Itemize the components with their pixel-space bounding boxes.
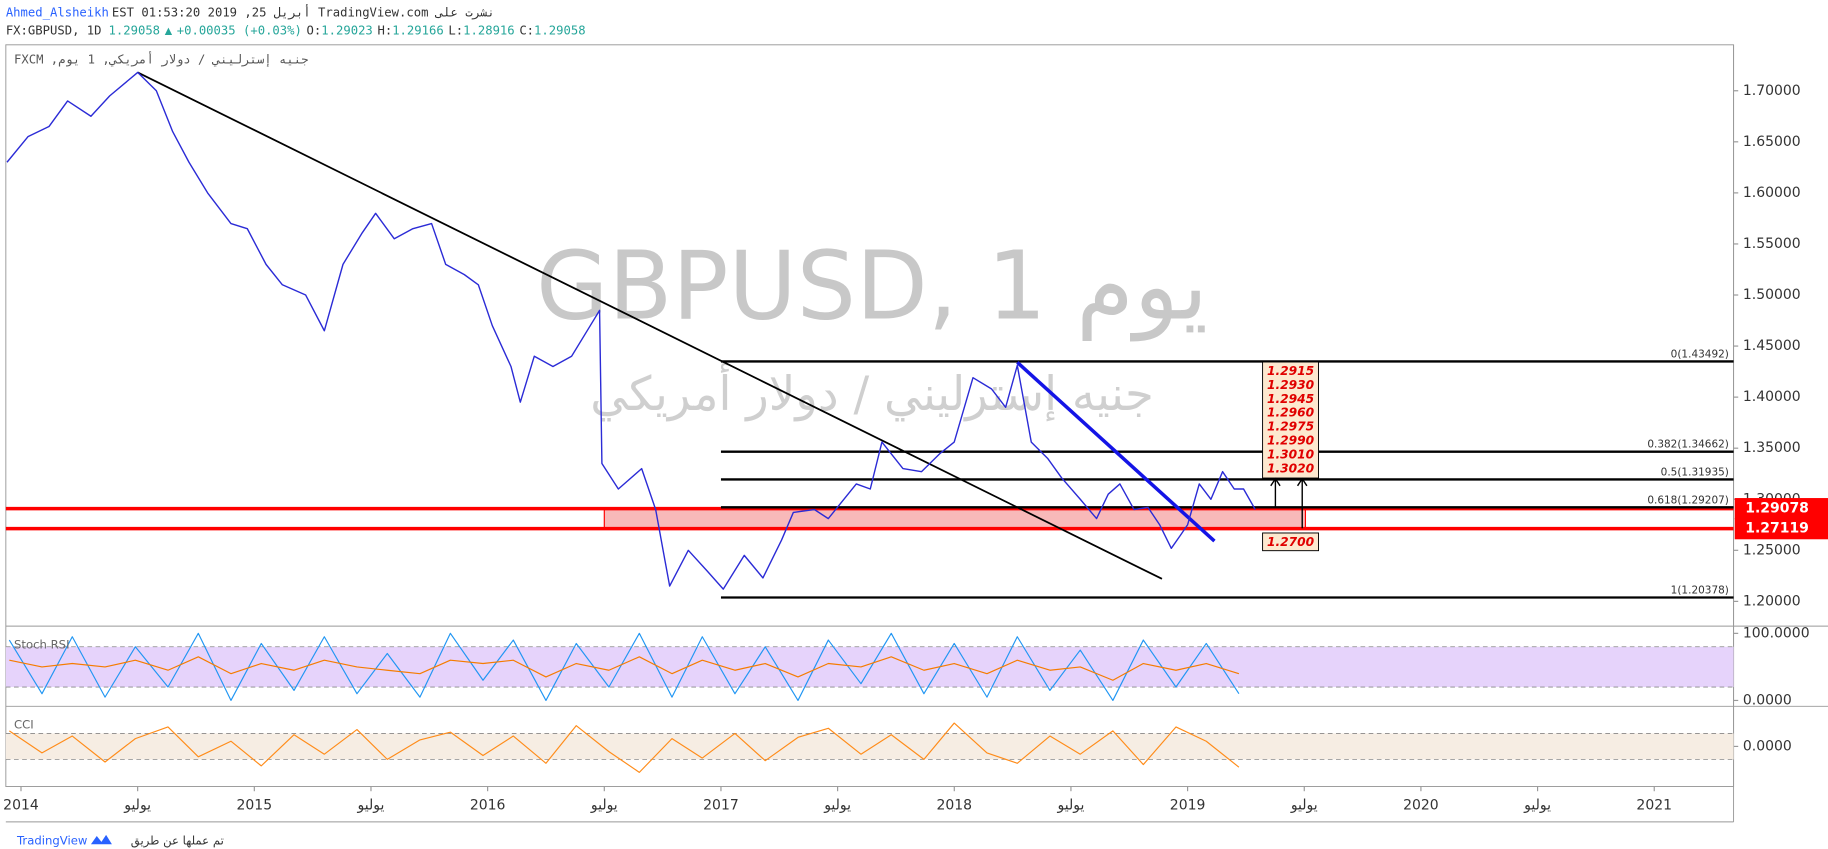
indicator-band: [5, 646, 1734, 688]
x-tick-label: 2020: [1403, 797, 1439, 813]
trendline: [137, 71, 1163, 580]
target: 1.3020: [1267, 461, 1315, 475]
fib-label: 0.5(1.31935): [1661, 466, 1729, 478]
x-tick-label: يوليو: [357, 797, 385, 813]
quote-part: 1.29166: [392, 23, 444, 37]
x-tick-label: 2016: [470, 797, 506, 813]
quote-part: 1.28916: [463, 23, 515, 37]
y-tick-label: 0.0000: [1743, 692, 1792, 708]
brand-logo: [90, 834, 112, 845]
x-tick-label: يوليو: [123, 797, 151, 813]
pane-title: FXCM ,جنيه إسترليني / دولار أمريكي, 1 يو…: [14, 52, 308, 68]
y-tick-label: 1.45000: [1743, 338, 1801, 354]
price-label: 1.27119: [1745, 521, 1809, 537]
stop: 1.2700: [1267, 535, 1315, 549]
quote-part: +0.00035 (+0.03%): [177, 23, 302, 37]
target: 1.2960: [1267, 406, 1315, 420]
target: 1.3010: [1267, 447, 1315, 461]
indicator-line: [8, 632, 1240, 702]
credit: تم عملها عن طريق: [131, 833, 224, 848]
quote-part: O:: [307, 23, 322, 37]
fib-label: 0(1.43492): [1671, 348, 1729, 360]
y-tick-label: 1.50000: [1743, 287, 1801, 303]
x-tick-label: 2014: [3, 797, 39, 813]
y-tick-label: 1.25000: [1743, 542, 1801, 558]
y-tick-label: 1.55000: [1743, 236, 1801, 252]
target: 1.2930: [1267, 378, 1315, 392]
y-tick-label: 1.35000: [1743, 440, 1801, 456]
price-label-box: [1734, 518, 1828, 540]
target: 1.2945: [1267, 392, 1314, 406]
quote-part: 1.29058: [109, 23, 161, 37]
published: EST 01:53:20 2019 ,أبريل 25 TradingView.…: [112, 4, 495, 20]
quote-part: H:: [377, 23, 392, 37]
watermark: GBPUSD, 1 يوم: [536, 232, 1208, 342]
indicator-line: [9, 656, 1240, 681]
target: 1.2975: [1267, 420, 1314, 434]
target: 1.2915: [1267, 364, 1314, 378]
x-tick-label: يوليو: [1057, 797, 1085, 813]
price-line: [6, 71, 1256, 590]
watermark-subtitle: جنيه إسترليني / دولار أمريكي: [590, 363, 1154, 422]
x-tick-label: 2019: [1170, 797, 1206, 813]
indicator-title: Stoch RSI: [14, 637, 70, 651]
x-tick-label: 2015: [237, 797, 273, 813]
price-label-box: [1734, 498, 1828, 520]
stop-box: [1262, 532, 1320, 552]
fib-label: 0.618(1.29207): [1647, 494, 1729, 506]
target: 1.2990: [1267, 433, 1315, 447]
trendline: [1016, 361, 1216, 543]
indicator-band: [5, 733, 1734, 760]
x-tick-label: يوليو: [823, 797, 851, 813]
quote-part: ▲: [165, 23, 173, 37]
x-tick-label: يوليو: [1290, 797, 1318, 813]
y-tick-label: 1.40000: [1743, 389, 1801, 405]
x-tick-label: 2017: [703, 797, 739, 813]
quote-part: 1.29058: [534, 23, 586, 37]
y-tick-label: 1.20000: [1743, 593, 1801, 609]
y-tick-label: 1.60000: [1743, 185, 1801, 201]
zone: [603, 508, 1307, 530]
quote-part: C:: [519, 23, 534, 37]
author[interactable]: Ahmed_Alsheikh: [6, 5, 109, 19]
x-tick-label: 2018: [936, 797, 972, 813]
fib-label: 0.382(1.34662): [1647, 439, 1729, 451]
x-tick-label: 2021: [1636, 797, 1672, 813]
fib-label: 1(1.20378): [1671, 584, 1729, 596]
targets-box: [1262, 361, 1320, 479]
quote-part: FX:GBPUSD, 1D: [6, 23, 102, 37]
arrows: [1270, 477, 1308, 529]
x-tick-label: يوليو: [1523, 797, 1551, 813]
quote-part: 1.29023: [321, 23, 373, 37]
quote-line: FX:GBPUSD, 1D 1.29058 ▲ +0.00035 (+0.03%) O:…: [6, 23, 586, 37]
y-tick-label: 1.65000: [1743, 134, 1801, 150]
quote-part: L:: [448, 23, 463, 37]
indicator-line: [9, 722, 1240, 773]
y-tick-label: 0.0000: [1743, 738, 1792, 754]
price-label: 1.29078: [1745, 501, 1809, 517]
brand[interactable]: TradingView: [16, 833, 88, 847]
chart-layer: 1.200001.250001.300001.350001.400001.450…: [3, 71, 1828, 813]
y-tick-label: 100.0000: [1743, 625, 1810, 641]
indicator-title: CCI: [14, 718, 34, 732]
x-tick-label: يوليو: [590, 797, 618, 813]
y-tick-label: 1.70000: [1743, 83, 1801, 99]
